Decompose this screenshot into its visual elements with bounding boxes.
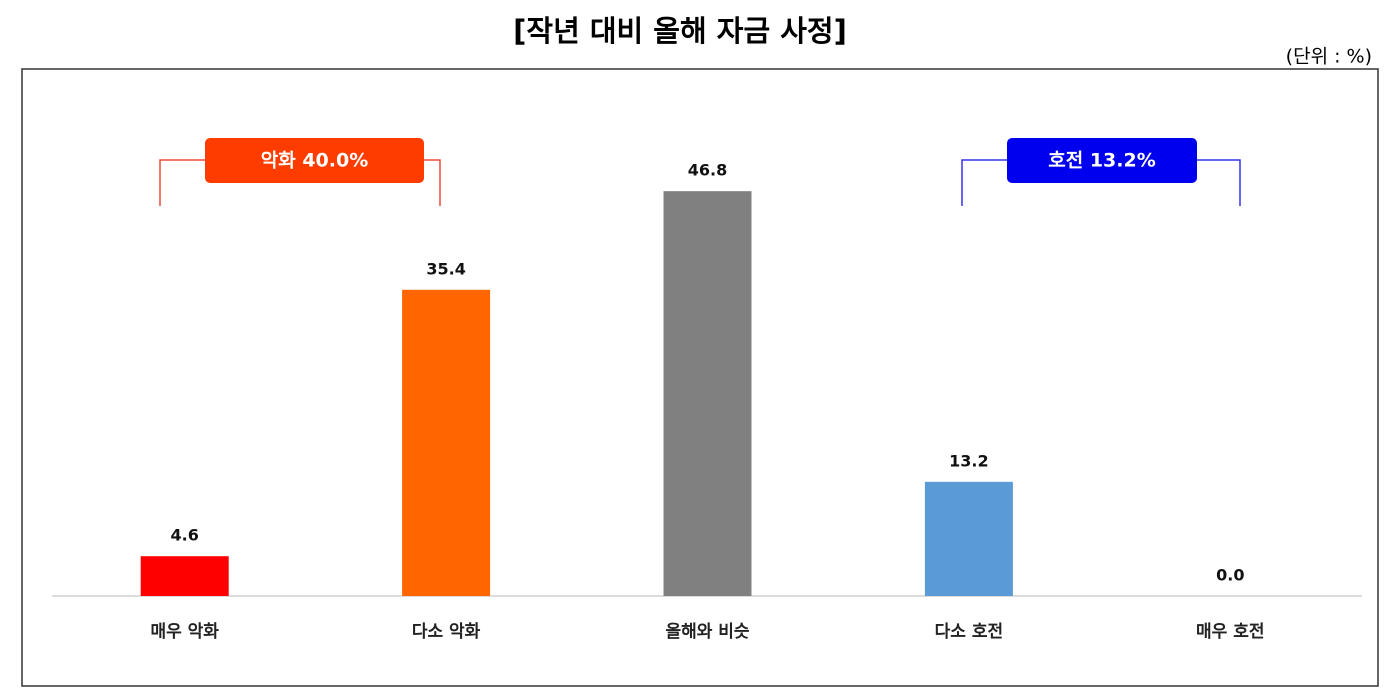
annotation-worse: 악화 40.0% bbox=[159, 138, 441, 206]
bar bbox=[663, 191, 752, 596]
value-label: 4.6 bbox=[171, 526, 199, 545]
bracket bbox=[424, 159, 441, 206]
x-tick-label: 올해와 비슷 bbox=[665, 622, 749, 642]
value-label: 13.2 bbox=[949, 451, 988, 470]
x-tick-label: 매우 호전 bbox=[1196, 622, 1264, 642]
unit-label: (단위 : %) bbox=[1286, 46, 1372, 68]
annotation-better: 호전 13.2% bbox=[961, 138, 1241, 206]
value-label: 0.0 bbox=[1216, 566, 1244, 585]
x-tick-label: 매우 악화 bbox=[150, 622, 219, 642]
value-label: 46.8 bbox=[688, 161, 727, 180]
annotation-text: 호전 13.2% bbox=[1048, 150, 1156, 172]
bar bbox=[402, 289, 491, 596]
annotation-text: 악화 40.0% bbox=[261, 150, 369, 172]
bar bbox=[924, 481, 1013, 596]
annotation-box bbox=[205, 138, 424, 183]
bracket bbox=[159, 159, 205, 206]
chart-title: [작년 대비 올해 자금 사정] bbox=[513, 14, 847, 48]
plot-frame bbox=[21, 68, 1379, 687]
value-label: 35.4 bbox=[426, 259, 465, 278]
bracket bbox=[1197, 159, 1241, 206]
x-tick-label: 다소 호전 bbox=[935, 622, 1003, 642]
annotation-box bbox=[1007, 138, 1197, 183]
x-tick-label: 다소 악화 bbox=[412, 622, 481, 642]
bracket bbox=[961, 159, 1007, 206]
bar bbox=[140, 556, 229, 596]
